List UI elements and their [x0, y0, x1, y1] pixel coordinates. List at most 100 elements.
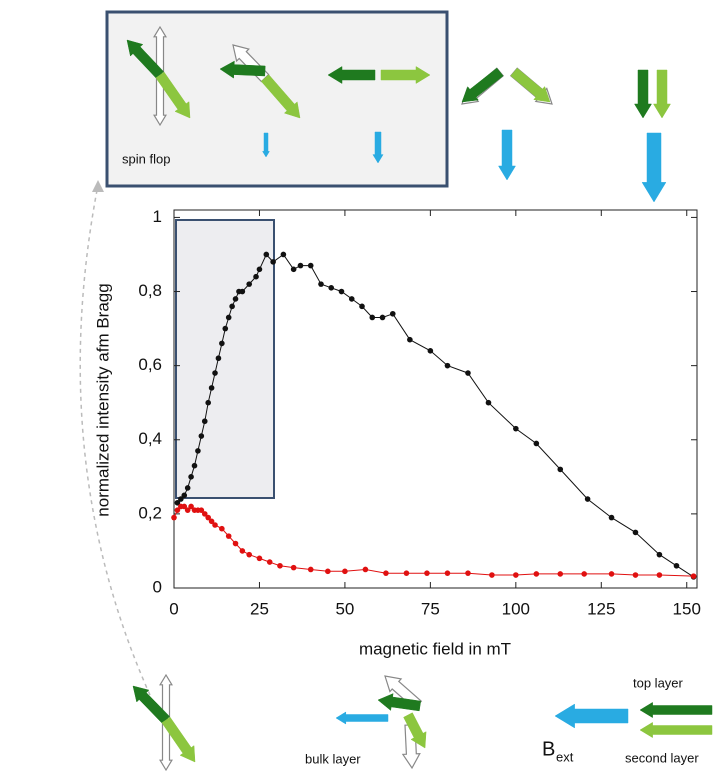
- data-point: [280, 251, 287, 258]
- data-point: [277, 562, 283, 569]
- spin-arrow: [327, 66, 376, 84]
- data-point: [513, 572, 519, 578]
- data-point: [389, 310, 396, 317]
- spin-arrow: [380, 66, 431, 84]
- spin-arrow: [262, 132, 270, 158]
- highlight-box: [175, 219, 275, 499]
- data-point: [215, 355, 222, 362]
- data-point: [362, 566, 369, 573]
- series-line: [173, 505, 694, 577]
- x-tick-label: 100: [502, 599, 530, 618]
- data-point: [229, 303, 235, 310]
- data-point: [557, 466, 564, 473]
- data-point: [198, 433, 205, 439]
- data-point: [608, 514, 615, 521]
- annotation: ext: [556, 749, 574, 764]
- data-point: [181, 503, 188, 510]
- x-tick-label: 75: [421, 599, 440, 618]
- y-axis-label: normalized intensity afm Bragg: [93, 283, 112, 516]
- y-tick-label: 0,2: [138, 503, 162, 522]
- data-point: [383, 570, 389, 576]
- spin-arrow: [372, 131, 384, 164]
- data-point: [489, 572, 495, 578]
- spin-arrow: [634, 69, 652, 119]
- y-tick-label: 0: [153, 577, 162, 596]
- data-point: [444, 362, 451, 369]
- data-point: [444, 570, 451, 576]
- data-point: [359, 303, 365, 310]
- data-point: [178, 496, 184, 502]
- data-point: [427, 348, 434, 354]
- data-point: [232, 540, 239, 547]
- data-point: [208, 385, 215, 391]
- spin-arrow: [554, 703, 629, 729]
- data-point: [188, 474, 194, 480]
- data-point: [212, 370, 218, 376]
- data-point: [270, 259, 276, 265]
- data-point: [557, 571, 564, 577]
- data-point: [184, 485, 191, 491]
- data-point: [198, 507, 205, 513]
- spin-arrow: [260, 74, 301, 119]
- data-point: [407, 336, 413, 343]
- data-point: [632, 529, 639, 536]
- data-point: [239, 288, 246, 295]
- data-point: [222, 325, 229, 332]
- spin-arrow: [461, 67, 504, 103]
- data-point: [205, 399, 211, 406]
- dashed-link-head: [92, 180, 104, 192]
- data-point: [690, 573, 697, 579]
- spin-arrow: [639, 701, 713, 719]
- x-tick-label: 125: [587, 599, 615, 618]
- data-point: [533, 440, 540, 447]
- spin-arrow: [377, 693, 421, 712]
- data-point: [465, 370, 471, 376]
- spin-arrow: [639, 721, 713, 739]
- x-axis-label: magnetic field in mT: [359, 639, 511, 658]
- data-point: [174, 499, 181, 506]
- data-point: [656, 572, 663, 578]
- annotation: bulk layer: [305, 751, 361, 766]
- data-point: [201, 418, 208, 425]
- data-point: [369, 314, 376, 321]
- data-point: [256, 266, 263, 273]
- x-tick-label: 0: [169, 599, 178, 618]
- data-point: [256, 555, 263, 562]
- data-point: [485, 399, 492, 406]
- data-point: [318, 281, 324, 287]
- spin-diagrams: [126, 25, 713, 772]
- data-point: [232, 296, 239, 302]
- x-tick-label: 50: [335, 599, 354, 618]
- data-point: [181, 492, 188, 499]
- spin-arrow: [132, 685, 170, 724]
- y-tick-label: 0,6: [138, 355, 162, 374]
- data-point: [253, 273, 259, 280]
- data-point: [174, 507, 181, 513]
- data-point: [290, 266, 297, 273]
- data-point: [290, 564, 297, 571]
- data-point: [171, 514, 177, 521]
- data-point: [424, 570, 430, 576]
- data-point: [212, 522, 218, 528]
- data-point: [266, 559, 273, 565]
- data-point: [205, 514, 211, 521]
- annotation: spin flop: [122, 151, 170, 166]
- data-point: [533, 571, 540, 577]
- x-tick-label: 25: [250, 599, 269, 618]
- data-point: [219, 340, 225, 347]
- annotation: second layer: [625, 750, 699, 765]
- data-point: [338, 288, 345, 295]
- data-point: [297, 262, 304, 269]
- data-point: [219, 525, 225, 532]
- annotation: B: [542, 738, 555, 760]
- spin-arrow: [155, 71, 191, 119]
- data-point: [403, 570, 410, 576]
- spin-arrow: [641, 132, 667, 203]
- data-point: [632, 572, 639, 578]
- data-point: [195, 448, 201, 454]
- plot-frame: [173, 209, 698, 589]
- data-point: [201, 511, 208, 517]
- spin-arrow: [126, 39, 164, 79]
